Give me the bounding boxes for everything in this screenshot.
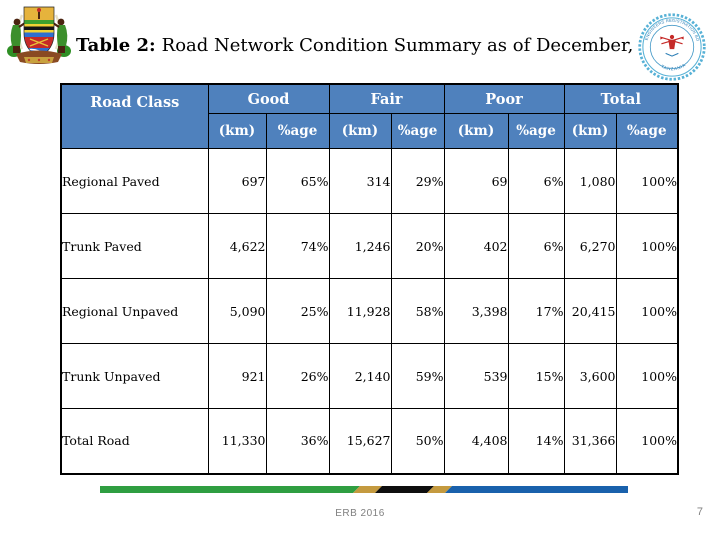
subheader-total-pct: %age xyxy=(615,113,679,149)
flag-gold-segment-2 xyxy=(427,486,452,493)
table-row: Regional Unpaved 5,090 25% 11,928 58% 3,… xyxy=(60,278,679,344)
cell: 6% xyxy=(507,148,565,214)
cell: 20% xyxy=(390,213,445,279)
cell: 65% xyxy=(265,148,330,214)
page-title: Table 2: Road Network Condition Summary a… xyxy=(76,34,685,58)
flag-gold-segment xyxy=(353,486,382,493)
cell: 11,928 xyxy=(328,278,392,344)
cell: 100% xyxy=(615,278,679,344)
road-condition-table: Road Class Good Fair Poor Total (km) %ag… xyxy=(60,83,680,475)
cell: 25% xyxy=(265,278,330,344)
cell: 100% xyxy=(615,343,679,409)
footer-text: ERB 2016 xyxy=(335,508,385,519)
tanzania-coat-of-arms-icon xyxy=(7,6,71,64)
cell: 402 xyxy=(443,213,509,279)
subheader-good-pct: %age xyxy=(265,113,330,149)
cell: 4,408 xyxy=(443,408,509,474)
cell: 74% xyxy=(265,213,330,279)
row-label: Trunk Unpaved xyxy=(60,343,209,409)
flag-divider-bar xyxy=(100,486,628,493)
title-prefix: Table 2: xyxy=(76,35,156,56)
cell: 5,090 xyxy=(207,278,267,344)
table-row: Total Road 11,330 36% 15,627 50% 4,408 1… xyxy=(60,408,679,474)
cell: 6,270 xyxy=(563,213,617,279)
column-group-good: Good xyxy=(207,83,330,114)
cell: 15,627 xyxy=(328,408,392,474)
cell: 15% xyxy=(507,343,565,409)
cell: 6% xyxy=(507,213,565,279)
cell: 3,398 xyxy=(443,278,509,344)
subheader-total-km: (km) xyxy=(563,113,617,149)
cell: 1,080 xyxy=(563,148,617,214)
flag-blue-segment xyxy=(445,486,628,493)
subheader-fair-km: (km) xyxy=(328,113,392,149)
subheader-good-km: (km) xyxy=(207,113,267,149)
cell: 697 xyxy=(207,148,267,214)
title-text: Road Network Condition Summary as of Dec… xyxy=(161,35,685,56)
cell: 17% xyxy=(507,278,565,344)
cell: 100% xyxy=(615,148,679,214)
column-group-poor: Poor xyxy=(443,83,565,114)
cell: 58% xyxy=(390,278,445,344)
table-row: Trunk Unpaved 921 26% 2,140 59% 539 15% … xyxy=(60,343,679,409)
column-group-fair: Fair xyxy=(328,83,445,114)
table-header-row: Road Class Good Fair Poor Total xyxy=(60,83,679,149)
cell: 59% xyxy=(390,343,445,409)
flag-green-segment xyxy=(100,486,360,493)
column-header-road-class: Road Class xyxy=(60,83,209,149)
flag-black-segment xyxy=(375,486,434,493)
cell: 26% xyxy=(265,343,330,409)
cell: 20,415 xyxy=(563,278,617,344)
erb-seal-icon: ENGINEERS REGISTRATION BOARD TANZANIA xyxy=(636,11,708,83)
cell: 36% xyxy=(265,408,330,474)
cell: 100% xyxy=(615,408,679,474)
cell: 4,622 xyxy=(207,213,267,279)
row-label: Regional Unpaved xyxy=(60,278,209,344)
cell: 11,330 xyxy=(207,408,267,474)
cell: 2,140 xyxy=(328,343,392,409)
cell: 31,366 xyxy=(563,408,617,474)
subheader-poor-km: (km) xyxy=(443,113,509,149)
cell: 100% xyxy=(615,213,679,279)
cell: 14% xyxy=(507,408,565,474)
svg-text:TANZANIA: TANZANIA xyxy=(660,62,686,71)
table-row: Trunk Paved 4,622 74% 1,246 20% 402 6% 6… xyxy=(60,213,679,279)
cell: 50% xyxy=(390,408,445,474)
cell: 539 xyxy=(443,343,509,409)
cell: 69 xyxy=(443,148,509,214)
subheader-poor-pct: %age xyxy=(507,113,565,149)
subheader-fair-pct: %age xyxy=(390,113,445,149)
cell: 29% xyxy=(390,148,445,214)
row-label: Regional Paved xyxy=(60,148,209,214)
row-label: Total Road xyxy=(60,408,209,474)
column-group-total: Total xyxy=(563,83,679,114)
cell: 3,600 xyxy=(563,343,617,409)
table-row: Regional Paved 697 65% 314 29% 69 6% 1,0… xyxy=(60,148,679,214)
cell: 1,246 xyxy=(328,213,392,279)
cell: 921 xyxy=(207,343,267,409)
row-label: Trunk Paved xyxy=(60,213,209,279)
page-number: 7 xyxy=(696,506,703,518)
cell: 314 xyxy=(328,148,392,214)
seal-text-bottom: TANZANIA xyxy=(660,62,686,71)
